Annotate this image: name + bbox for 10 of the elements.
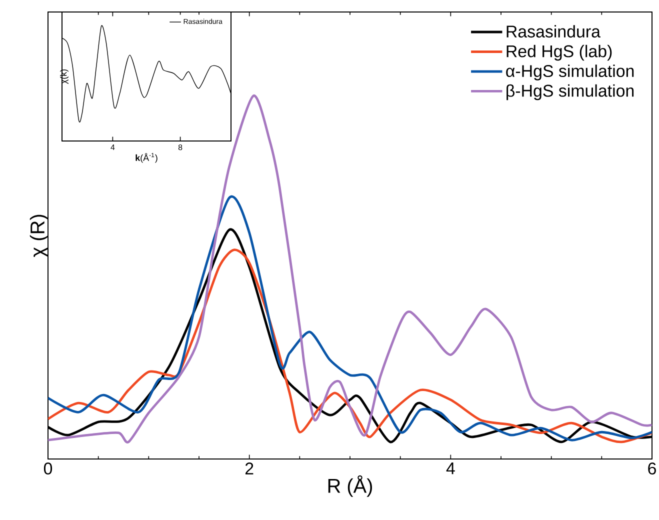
x-tick-label: 4 [446, 462, 455, 474]
x-tick-label: 0 [44, 462, 52, 475]
legend-label: Rasasindura [506, 25, 600, 38]
x-tick-label: 2 [245, 462, 254, 474]
legend-label: β-HgS simulation [506, 84, 634, 100]
legend-label: α-HgS simulation [506, 64, 634, 80]
x-axis-title: R (Å) [328, 475, 372, 497]
x-tick-label: 6 [648, 462, 656, 475]
x-axis-title: k(Å$^{-1}$) [136, 153, 158, 163]
legend-label: Red HgS (lab) [506, 44, 612, 61]
